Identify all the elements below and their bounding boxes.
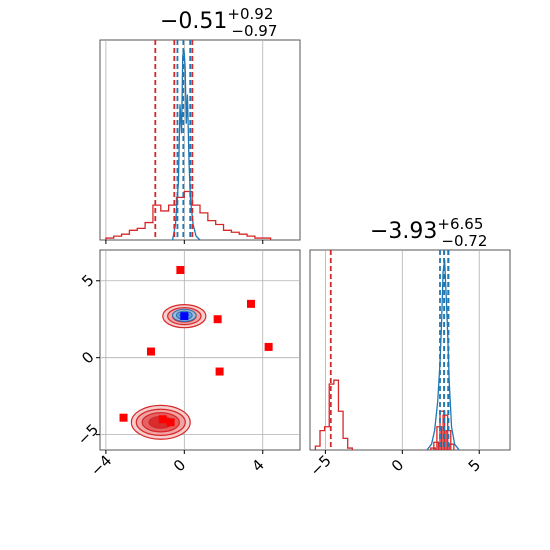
panel-10-ytick-label-1: 0 [78, 348, 97, 367]
panel-10-red-marker-3 [146, 347, 155, 356]
panel-10-frame [99, 249, 301, 451]
panel-11-blue-histogram [426, 259, 460, 450]
panel-10-xtick-label-0: −4 [87, 451, 115, 479]
panel-10-red-marker-1 [246, 299, 255, 308]
panel-10-red-marker-4 [264, 342, 273, 351]
panel-10-xtick-label-1: 0 [170, 456, 189, 475]
panel-10-red-marker-5 [215, 367, 224, 376]
panel-11-xtick-label-0: −5 [306, 451, 334, 479]
panel-00-title: −0.51+0.92 −0.97 [160, 5, 277, 40]
panel-11-series [314, 259, 460, 450]
panel-10-red-marker-2 [213, 315, 222, 324]
panel-10-ytick-label-2: 5 [78, 271, 97, 290]
panel-11-title: −3.93+6.65 −0.72 [370, 215, 487, 250]
panel-11-xtick-label-1: 0 [388, 456, 407, 475]
panel-10-series [119, 266, 273, 440]
panel-11-xtick-label-2: 5 [465, 456, 484, 475]
panel-10-xtick-label-2: 4 [248, 456, 267, 475]
panel-10-ytick-label-0: −5 [74, 420, 102, 448]
panel-00-red-histogram [105, 190, 272, 240]
panel-11-frame [309, 249, 511, 451]
panel-10-truth-point [180, 312, 189, 321]
panel-10-red-marker-0 [176, 266, 185, 274]
panel-10-red-marker-6 [119, 413, 128, 422]
panel-00-series [105, 49, 272, 240]
panel-10-red-marker-8 [166, 418, 175, 427]
panel-10-red-marker-7 [158, 415, 167, 424]
